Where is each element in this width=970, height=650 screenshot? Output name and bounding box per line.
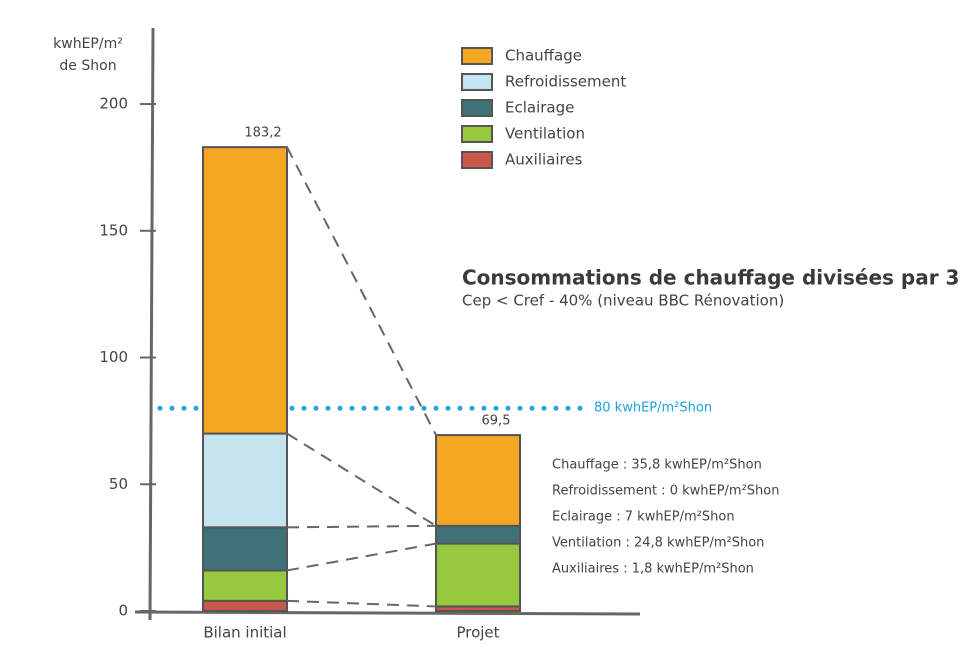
connector	[286, 542, 437, 572]
note: Eclairage : 7 kwhEP/m²Shon	[552, 510, 735, 525]
legend-label: Ventilation	[505, 125, 585, 143]
note: Refroidissement : 0 kwhEP/m²Shon	[552, 484, 780, 499]
note: Auxiliaires : 1,8 kwhEP/m²Shon	[552, 562, 754, 577]
x-tick-label: Projet	[456, 624, 499, 642]
legend-label: Eclairage	[505, 99, 574, 117]
y-tick-label: 150	[99, 221, 128, 239]
y-tick-label: 100	[99, 348, 128, 366]
chart-title: Consommations de chauffage divisées par …	[462, 266, 959, 290]
bar-segment	[202, 569, 288, 602]
y-axis-label: de Shon	[59, 58, 116, 74]
total-label: 69,5	[482, 414, 511, 429]
total-label: 183,2	[244, 126, 281, 141]
note: Ventilation : 24,8 kwhEP/m²Shon	[552, 536, 764, 551]
bar-segment	[202, 599, 288, 612]
legend-label: Auxiliaires	[505, 151, 583, 169]
note: Chauffage : 35,8 kwhEP/m²Shon	[552, 458, 762, 473]
connector	[286, 146, 437, 436]
y-tick-label: 200	[99, 95, 128, 113]
bar-segment	[202, 526, 288, 572]
chart-subtitle: Cep < Cref - 40% (niveau BBC Rénovation)	[462, 292, 784, 310]
bar-segment	[435, 542, 521, 608]
legend-label: Refroidissement	[505, 73, 626, 91]
bar-segment	[202, 146, 288, 435]
y-axis	[148, 27, 155, 621]
x-axis	[134, 610, 641, 616]
reference-label: 80 kwhEP/m²Shon	[594, 401, 712, 416]
legend-swatch	[461, 73, 493, 91]
legend-label: Chauffage	[505, 47, 582, 65]
connector	[286, 599, 437, 608]
connector	[286, 524, 437, 529]
legend-swatch	[461, 99, 493, 117]
bar-segment	[202, 432, 288, 529]
legend-swatch	[461, 125, 493, 143]
y-axis-label: kwhEP/m²	[53, 36, 123, 52]
x-tick-label: Bilan initial	[203, 624, 286, 642]
y-tick-label: 50	[109, 475, 128, 493]
legend-swatch	[461, 47, 493, 65]
legend-swatch	[461, 151, 493, 169]
bar-segment	[435, 434, 521, 527]
bar-segment	[435, 524, 521, 545]
y-tick-label: 0	[118, 602, 128, 620]
connector	[286, 432, 437, 527]
